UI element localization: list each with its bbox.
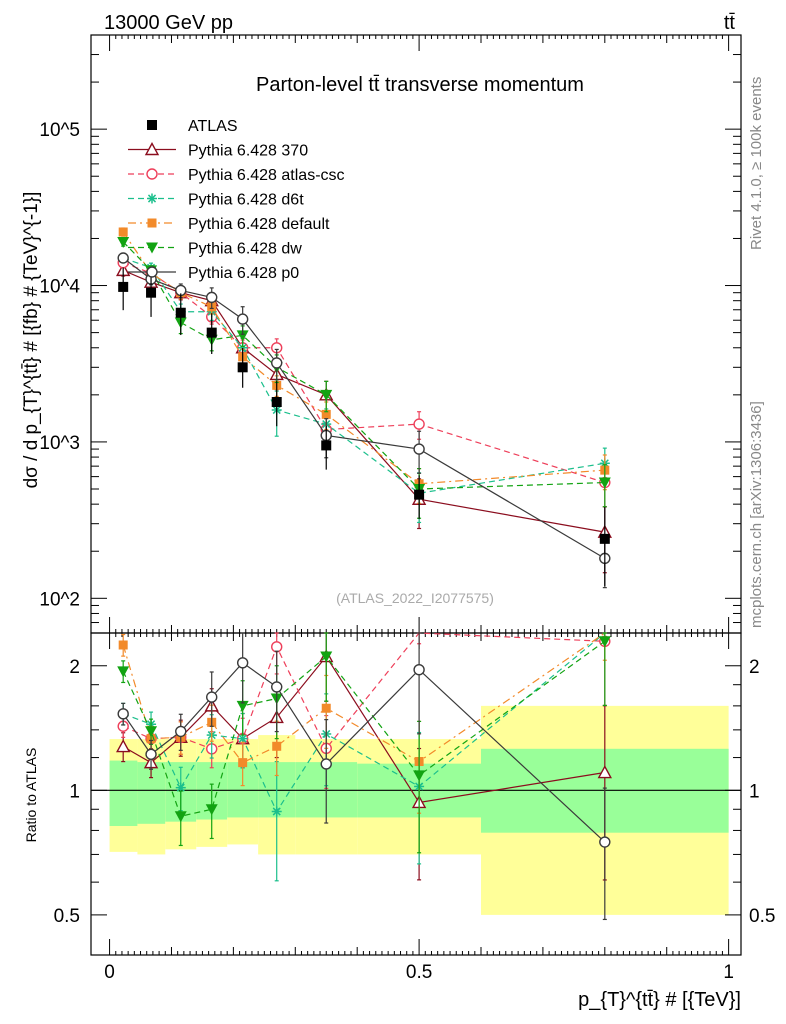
series-line — [122, 231, 605, 485]
ratio-series-line — [122, 632, 606, 764]
marker-data-square — [271, 397, 282, 408]
series-line — [122, 262, 605, 484]
marker-asterisk — [176, 783, 185, 792]
marker-circle — [413, 664, 425, 676]
y-tick-label: 10^5 — [39, 120, 80, 141]
marker-triangle — [116, 739, 131, 753]
marker-circle — [206, 691, 218, 703]
process-label: tt̄ — [724, 12, 736, 34]
y-tick-label: 10^4 — [39, 277, 80, 298]
marker-data-square — [147, 120, 157, 130]
marker-circle — [145, 748, 157, 760]
x-axis-title: p_{T}^{tt̄} # [{TeV}] — [578, 989, 741, 1011]
marker-circle — [236, 313, 249, 325]
marker-triangle-down — [598, 477, 611, 489]
marker-circle — [146, 168, 158, 180]
ratio-tick-label: 2 — [69, 657, 80, 678]
marker-circle — [117, 252, 129, 264]
marker-data-square — [237, 362, 248, 373]
y-tick-label: 10^3 — [39, 433, 80, 454]
marker-circle — [271, 357, 283, 369]
marker-circle — [206, 291, 218, 304]
marker-triangle — [144, 142, 160, 156]
axis-ticks — [91, 34, 741, 955]
analysis-watermark: (ATLAS_2022_I2077575) — [336, 590, 494, 606]
marker-circle — [236, 657, 249, 669]
ratio-tick-label: 1 — [69, 781, 80, 802]
rivet-version-label: Rivet 4.1.0, ≥ 100k events — [748, 77, 765, 250]
marker-data-square — [321, 440, 332, 451]
marker-data-square — [206, 327, 217, 338]
marker-square — [118, 227, 128, 237]
beam-label: 13000 GeV pp — [104, 12, 233, 34]
marker-triangle-down — [145, 726, 158, 738]
marker-triangle-down — [174, 811, 187, 823]
marker-circle — [175, 725, 187, 738]
marker-circle — [320, 758, 332, 770]
marker-triangle-down — [413, 770, 426, 782]
ratio-series-layer — [116, 632, 612, 921]
x-tick-label: 0.5 — [406, 962, 432, 983]
marker-triangle-down — [236, 700, 249, 712]
mcplots-source-label: mcplots.cern.ch [arXiv:1306:3436] — [748, 401, 765, 628]
legend-label-dw: Pythia 6.428 dw — [188, 241, 302, 258]
ratio-tick-label: 0.5 — [54, 906, 80, 927]
ratio-tick-label-right: 1 — [749, 781, 760, 802]
marker-triangle-down — [205, 804, 218, 816]
marker-triangle-down — [320, 389, 333, 401]
series-line — [122, 257, 606, 559]
legend-label-d6t: Pythia 6.428 d6t — [188, 192, 304, 209]
marker-square — [238, 758, 248, 768]
marker-triangle-down — [598, 636, 611, 648]
marker-triangle — [597, 765, 612, 779]
band-inner — [109, 760, 138, 826]
marker-square — [272, 741, 282, 751]
series-line — [122, 269, 605, 533]
marker-triangle-down — [236, 330, 249, 342]
marker-asterisk — [238, 343, 247, 352]
marker-circle — [413, 418, 425, 430]
ratio-tick-label-right: 0.5 — [749, 906, 775, 927]
legend-label-default: Pythia 6.428 default — [188, 216, 330, 233]
marker-circle — [146, 266, 158, 278]
x-tick-label: 0 — [104, 962, 115, 983]
x-tick-label: 1 — [723, 962, 734, 983]
marker-data-square — [599, 533, 610, 544]
ratio-tick-label-right: 2 — [749, 657, 760, 678]
marker-asterisk — [238, 734, 247, 743]
legend-label-atlas-csc: Pythia 6.428 atlas-csc — [188, 167, 345, 184]
chart-title: Parton-level tt̄ transverse momentum — [256, 74, 584, 96]
marker-square — [147, 218, 157, 228]
marker-data-square — [146, 287, 157, 298]
marker-circle — [271, 641, 283, 653]
marker-circle — [599, 836, 611, 848]
marker-triangle-down — [117, 666, 130, 678]
marker-asterisk — [147, 194, 157, 203]
marker-triangle-down — [320, 651, 333, 663]
marker-square — [118, 640, 128, 650]
y-axis-title: dσ / d p_{T}^{tt̄} # [{fb} # {TeV}^{-1}] — [21, 192, 42, 489]
marker-triangle-down — [117, 236, 130, 248]
marker-triangle-down — [146, 242, 158, 254]
marker-data-square — [414, 489, 425, 500]
ratio-axis-title: Ratio to ATLAS — [23, 748, 39, 843]
marker-square — [321, 409, 331, 419]
marker-circle — [271, 681, 283, 693]
legend-label-370: Pythia 6.428 370 — [188, 143, 308, 160]
marker-circle — [413, 443, 425, 455]
marker-asterisk — [272, 807, 281, 816]
legend: ATLAS Pythia 6.428 370 Pythia 6.428 atla… — [128, 118, 345, 282]
marker-data-square — [118, 281, 129, 292]
marker-circle — [117, 708, 129, 720]
legend-label-p0: Pythia 6.428 p0 — [188, 265, 299, 282]
marker-data-square — [175, 307, 186, 318]
data-points-layer — [118, 267, 610, 586]
marker-square — [321, 703, 331, 713]
y-tick-label: 10^2 — [39, 589, 80, 610]
ratio-plot-frame — [90, 632, 742, 956]
main-series-layer — [116, 227, 612, 589]
legend-label-atlas: ATLAS — [188, 118, 238, 135]
